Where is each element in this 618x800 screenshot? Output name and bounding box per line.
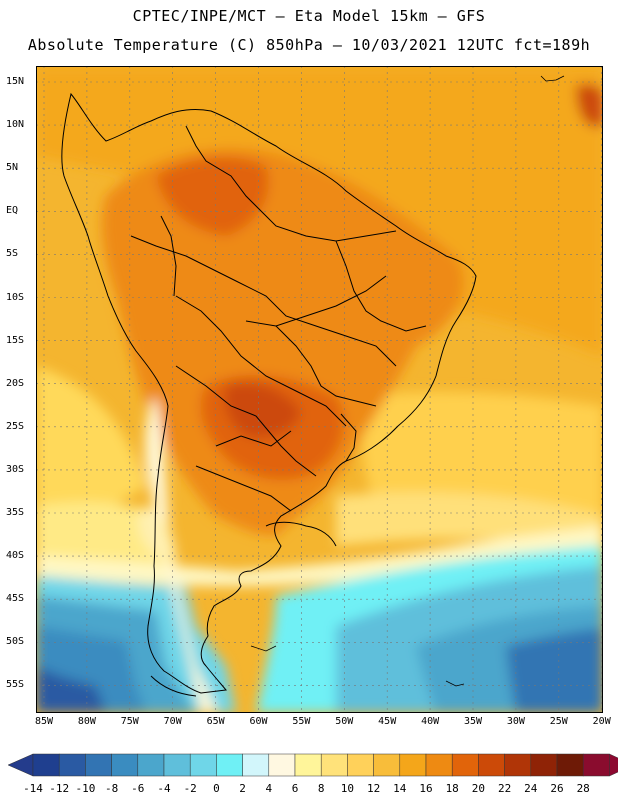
lon-tick-label: 25W	[549, 716, 568, 727]
colorbar-tick-label: -10	[75, 782, 96, 795]
colorbar-swatch	[189, 753, 217, 777]
colorbar-tick-label: -2	[183, 782, 197, 795]
colorbar-swatch	[242, 753, 270, 777]
colorbar-swatch	[137, 753, 165, 777]
colorbar-swatch	[320, 753, 348, 777]
lat-tick-label: 55S	[6, 679, 25, 691]
temperature-map	[36, 66, 603, 713]
colorbar-tick-label: -8	[104, 782, 119, 795]
colorbar-tick-label: 0	[213, 782, 220, 795]
colorbar-tick-label: 26	[550, 782, 564, 795]
lon-tick-label: 85W	[34, 716, 54, 727]
lon-tick-label: 55W	[292, 716, 311, 727]
colorbar-tick-label: -14	[23, 782, 43, 795]
color-scale-bar	[7, 753, 618, 777]
colorbar-swatch	[111, 753, 139, 777]
colorbar-swatch	[425, 753, 453, 777]
colorbar-tick-label: 28	[576, 782, 590, 795]
colorbar-swatch	[294, 753, 322, 777]
lon-tick-label: 20W	[592, 716, 611, 727]
colorbar-swatch	[451, 753, 479, 777]
lon-tick-label: 75W	[120, 716, 139, 727]
lat-tick-label: 25S	[6, 420, 25, 432]
colorbar-tick-label: 6	[291, 782, 299, 795]
coastline-detail	[250, 75, 565, 687]
colorbar-tick-label: 12	[366, 782, 381, 795]
lat-tick-label: 15N	[6, 76, 25, 87]
colorbar-swatch	[582, 753, 610, 777]
lat-tick-label: 10S	[6, 291, 25, 303]
colorbar-tick-label: 8	[317, 782, 325, 795]
colorbar-swatch	[163, 753, 191, 777]
coastline	[61, 92, 477, 697]
lat-tick-label: 20S	[6, 377, 25, 389]
colorbar-tick-label: 14	[393, 782, 407, 795]
lat-tick-label: 5S	[6, 248, 19, 260]
colorbar-tick-label: 24	[524, 782, 538, 795]
colorbar-swatch	[268, 753, 296, 777]
lat-tick-label: 40S	[6, 550, 25, 562]
colorbar-over-arrow	[609, 753, 618, 777]
lat-tick-label: 15S	[6, 334, 25, 346]
colorbar-tick-label: 22	[497, 782, 512, 795]
lon-tick-label: 45W	[378, 716, 397, 727]
colorbar-tick-label: 10	[340, 782, 355, 795]
lat-tick-label: 50S	[6, 636, 25, 648]
colorbar-swatch	[373, 753, 401, 777]
lat-tick-label: 45S	[6, 593, 25, 605]
colorbar-tick-label: 18	[445, 782, 459, 795]
colorbar-swatch	[478, 753, 505, 777]
lat-tick-label: EQ	[6, 205, 19, 217]
colorbar-swatch	[347, 753, 374, 777]
colorbar-tick-label: 16	[419, 782, 433, 795]
colorbar-swatch	[85, 753, 112, 777]
colorbar-swatch	[399, 753, 427, 777]
colorbar-swatch	[32, 753, 60, 777]
lon-tick-label: 65W	[206, 716, 225, 727]
colorbar-swatch	[504, 753, 532, 777]
colorbar-tick-label: 2	[239, 782, 246, 795]
lon-tick-label: 80W	[77, 716, 96, 727]
colorbar-tick-label: -12	[49, 782, 70, 795]
lon-tick-label: 60W	[249, 716, 268, 727]
colorbar-swatch	[216, 753, 243, 777]
colorbar-tick-label: -4	[157, 782, 171, 795]
lon-tick-label: 35W	[463, 716, 483, 727]
map-subtitle: Absolute Temperature (C) 850hPa – 10/03/…	[27, 36, 591, 54]
lat-tick-label: 35S	[6, 507, 25, 518]
lon-tick-label: 30W	[506, 716, 525, 727]
lon-tick-label: 40W	[421, 716, 440, 727]
lat-tick-label: 5N	[6, 162, 19, 174]
colorbar-swatch	[556, 753, 584, 777]
colorbar-tick-label: 4	[265, 782, 273, 795]
map-title: CPTEC/INPE/MCT – Eta Model 15km – GFS	[132, 7, 486, 25]
colorbar-tick-label: -6	[131, 782, 145, 795]
colorbar-swatch	[530, 753, 558, 777]
lat-tick-label: 10N	[6, 119, 25, 131]
lat-tick-label: 30S	[6, 463, 25, 475]
map-border	[36, 66, 603, 713]
colorbar-swatch	[58, 753, 86, 777]
lon-tick-label: 70W	[163, 716, 182, 727]
colorbar-tick-label: 20	[471, 782, 486, 795]
colorbar-under-arrow	[7, 753, 34, 777]
lon-tick-label: 50W	[335, 716, 354, 727]
